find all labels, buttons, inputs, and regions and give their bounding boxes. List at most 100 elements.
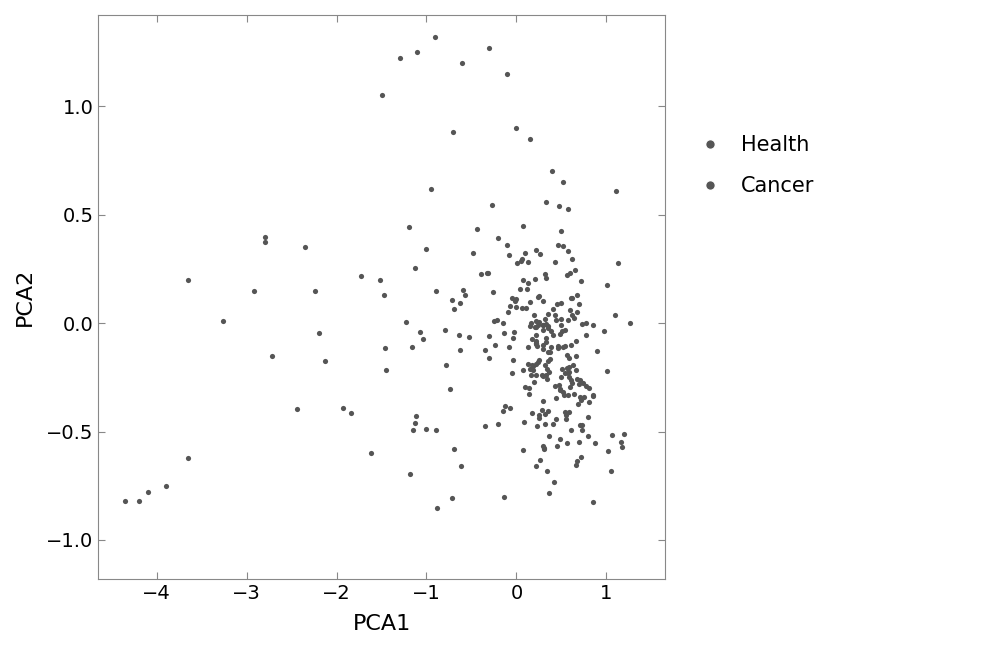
Point [405,425,421,435]
Point [616,429,632,439]
Point [537,269,553,279]
Point [446,304,462,314]
Point [566,313,582,323]
Point [513,256,529,266]
Point [532,454,548,465]
Point [246,286,262,296]
Point [311,328,327,338]
Point [374,90,390,101]
Point [600,445,616,456]
Point [569,307,585,317]
Point [569,374,585,385]
Point [506,326,522,337]
Point [501,342,517,352]
Point [524,408,540,419]
Point [540,347,556,357]
Point [353,271,369,282]
Point [608,186,624,196]
Point [526,310,542,321]
Point [402,469,418,479]
Point [343,408,359,419]
Point [587,438,603,448]
Point [508,294,524,304]
Point [569,289,585,300]
Point [528,461,544,471]
Point [557,324,573,335]
Point [558,413,574,424]
Point [551,380,567,391]
Point [562,304,578,315]
Point [552,386,568,396]
Point [532,249,548,260]
Point [517,382,533,393]
Point [257,232,273,243]
Point [555,387,571,397]
Point [502,300,518,311]
Point [568,336,584,346]
Point [257,237,273,247]
Point [585,391,601,402]
Point [531,410,547,420]
Point [553,227,569,237]
Point [509,258,525,269]
Point [515,275,531,285]
Point [545,304,561,315]
Point [565,360,581,371]
Point [561,407,577,417]
Point [523,317,539,328]
Point [555,177,571,187]
Point [517,248,533,258]
Point [535,441,551,451]
Point [573,395,589,405]
Point [514,303,530,313]
Point [554,364,570,374]
Point [538,273,554,283]
Point [545,419,561,430]
Point [455,285,471,295]
Point [572,419,588,430]
Point [289,404,305,414]
Point [428,425,444,435]
Point [461,332,477,342]
Point [497,401,513,411]
Point [560,204,576,214]
Point [514,254,530,264]
Legend: Health, Cancer: Health, Cancer [681,127,823,204]
Point [515,445,531,455]
Point [317,356,333,366]
Point [444,295,460,306]
Point [409,47,425,57]
Point [573,276,589,287]
Point [537,313,553,324]
Point [481,331,497,341]
Point [490,419,506,430]
Point [547,256,563,267]
Point [528,339,544,349]
Point [530,358,546,368]
Point [485,287,501,297]
Point [529,421,545,431]
Point [564,254,580,264]
Point [486,315,502,326]
Point [541,367,557,377]
Point [398,317,414,328]
Point [544,165,560,176]
Point [372,275,388,285]
Point [622,318,638,328]
Point [158,480,174,491]
Point [552,434,568,445]
Point [555,241,571,252]
Point [531,291,547,301]
Point [559,350,575,360]
Point [508,123,524,133]
Point [487,340,503,350]
Point [540,356,556,366]
Point [429,502,445,513]
Point [481,352,497,363]
Point [444,493,460,503]
Point [562,382,578,393]
Point [515,365,531,376]
Point [307,286,323,296]
Point [531,317,547,327]
Y-axis label: PCA2: PCA2 [15,268,35,326]
